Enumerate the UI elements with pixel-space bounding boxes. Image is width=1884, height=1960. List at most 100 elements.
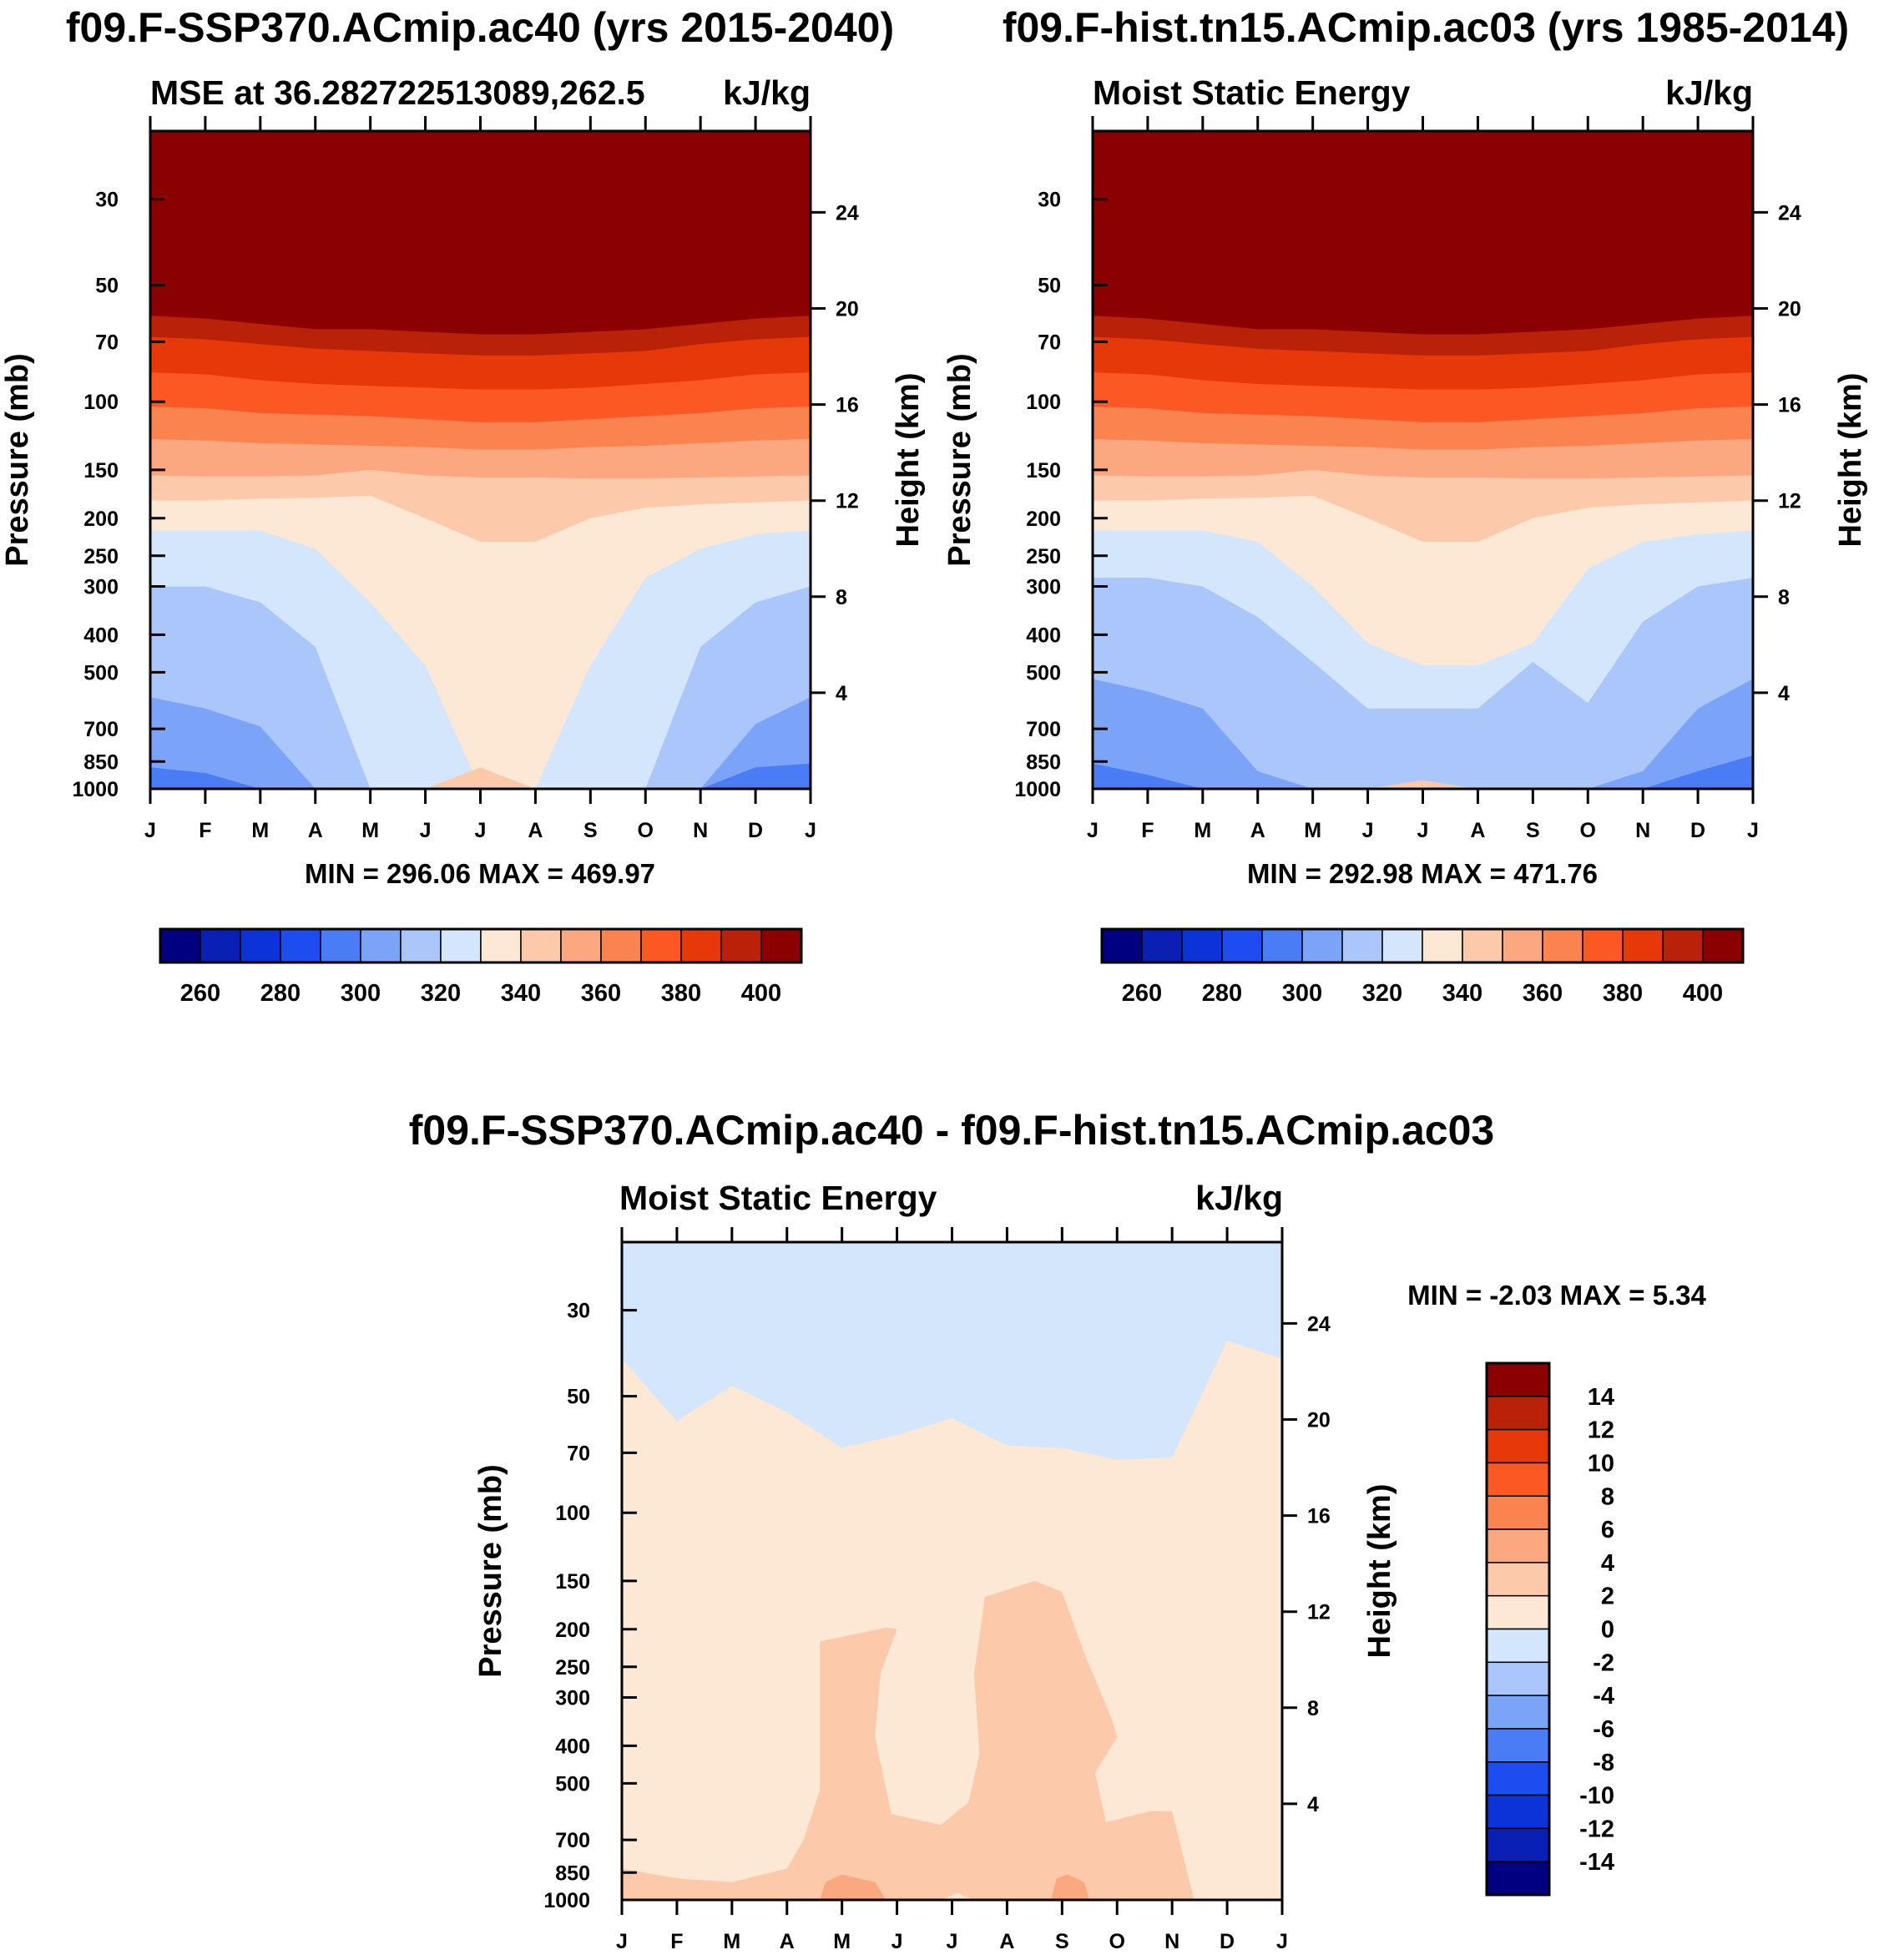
panel-right-units: kJ/kg	[1665, 73, 1753, 112]
height-tick-label: 4	[836, 682, 847, 705]
colorbar-box	[1221, 928, 1263, 963]
colorbar-label: 8	[1601, 1483, 1614, 1510]
panel-left-pressure-label: Pressure (mb)	[0, 353, 35, 567]
colorbar-frame	[1485, 1361, 1551, 1897]
colorbar-box	[720, 928, 762, 963]
colorbar-box	[240, 928, 281, 963]
x-tick-label: J	[1747, 819, 1759, 842]
colorbar-box	[1486, 1528, 1550, 1563]
colorbar-box	[1502, 928, 1543, 963]
colorbar-box	[1486, 1861, 1550, 1896]
x-tick-label: S	[1055, 1930, 1069, 1953]
colorbar-box	[1301, 928, 1343, 963]
colorbar-label: 380	[1603, 980, 1643, 1007]
y-tick-label: 300	[555, 1686, 590, 1710]
y-tick-label: 150	[83, 459, 119, 482]
colorbar-label: 280	[1202, 980, 1242, 1007]
colorbar-box	[480, 928, 522, 963]
colorbar-box	[680, 928, 722, 963]
x-tick-label: J	[947, 1930, 958, 1953]
colorbar-box	[1341, 928, 1383, 963]
y-tick-label: 200	[555, 1619, 590, 1642]
x-tick-label: F	[670, 1930, 683, 1953]
panel-right-pressure-label: Pressure (mb)	[942, 353, 977, 567]
panel-bottom-minmax: MIN = -2.03 MAX = 5.34	[1407, 1280, 1706, 1311]
colorbar-box	[1486, 1728, 1550, 1763]
x-tick-label: A	[1250, 819, 1265, 842]
colorbar-label: -8	[1593, 1750, 1614, 1776]
colorbar-box	[1462, 928, 1503, 963]
colorbar-label: 400	[1683, 980, 1723, 1007]
x-tick-label: O	[1580, 819, 1596, 842]
x-tick-label: A	[308, 819, 323, 842]
colorbar-box	[1582, 928, 1624, 963]
colorbar-label: 340	[501, 980, 541, 1007]
panel-bottom-contour-field	[622, 1242, 1282, 1900]
y-tick-label: 700	[1026, 718, 1061, 741]
panel-left-minmax: MIN = 296.06 MAX = 469.97	[305, 858, 655, 889]
colorbar-label: 0	[1601, 1617, 1614, 1644]
y-tick-label: 300	[83, 575, 119, 599]
x-tick-label: M	[1194, 819, 1211, 842]
contour-band	[622, 1580, 1195, 1900]
panel-bottom-subtitle: Moist Static Energy	[619, 1179, 937, 1217]
x-tick-label: D	[748, 819, 763, 842]
contour-band	[1255, 1874, 1282, 1900]
y-tick-label: 50	[567, 1386, 590, 1409]
height-tick-label: 16	[1778, 394, 1801, 417]
colorbar-box	[1622, 928, 1664, 963]
colorbar-label: 2	[1601, 1584, 1614, 1610]
colorbar-box	[360, 928, 402, 963]
height-tick-label: 24	[1778, 201, 1801, 225]
y-tick-label: 850	[555, 1861, 590, 1885]
contour-band	[1051, 1874, 1090, 1900]
x-tick-label: J	[891, 1930, 903, 1953]
x-tick-label: A	[780, 1930, 795, 1953]
panel-bottom-colorbar: 14 12 10 8 6 4 2 0 -2 -4 -6 -8 -10 -12 -14	[1485, 1361, 1614, 1897]
colorbar-label: -4	[1593, 1683, 1614, 1710]
panel-bottom-axes: J F M A M J J A S O N D J 30 50 70 100 150 200 250 300 400 500…	[543, 1227, 1331, 1953]
colorbar-box	[1486, 1462, 1550, 1497]
height-tick-label: 8	[836, 586, 847, 609]
y-tick-label: 30	[1038, 189, 1061, 212]
colorbar-box	[1486, 1794, 1550, 1830]
colorbar-box	[520, 928, 562, 963]
x-tick-label: M	[723, 1930, 740, 1953]
x-tick-label: N	[1164, 1930, 1179, 1953]
panel-right-title: f09.F-hist.tn15.ACmip.ac03 (yrs 1985-201…	[1003, 4, 1849, 51]
y-tick-label: 100	[83, 391, 119, 414]
x-tick-label: N	[693, 819, 708, 842]
y-tick-label: 200	[83, 508, 119, 531]
colorbar-box	[1422, 928, 1463, 963]
height-tick-label: 12	[836, 490, 859, 513]
colorbar-frame	[159, 927, 803, 964]
panel-left-contour-field	[150, 131, 811, 789]
colorbar-box	[159, 928, 201, 963]
colorbar-box	[1381, 928, 1423, 963]
colorbar-box	[1486, 1428, 1550, 1464]
x-tick-label: O	[1109, 1930, 1125, 1953]
x-tick-label: J	[1417, 819, 1429, 842]
colorbar-label: 14	[1588, 1384, 1614, 1411]
x-tick-label: N	[1635, 819, 1650, 842]
colorbar-label: 340	[1442, 980, 1482, 1007]
y-tick-label: 700	[83, 718, 119, 741]
panel-right-colorbar: 260 280 300 320 340 360 380 400	[1100, 927, 1745, 1007]
colorbar-box	[1101, 928, 1143, 963]
contour-band	[622, 1242, 1282, 1460]
x-tick-label: J	[1276, 1930, 1288, 1953]
colorbar-box	[1141, 928, 1183, 963]
panel-left-colorbar: 260 280 300 320 340 360 380 400	[159, 927, 803, 1007]
panel-bottom-pressure-label: Pressure (mb)	[473, 1464, 508, 1678]
y-tick-label: 500	[83, 661, 119, 684]
y-tick-label: 250	[1026, 545, 1061, 568]
height-tick-label: 16	[836, 394, 859, 417]
colorbar-label: 300	[341, 980, 381, 1007]
x-tick-label: D	[1220, 1930, 1235, 1953]
height-tick-label: 8	[1778, 586, 1790, 609]
colorbar-box	[320, 928, 361, 963]
colorbar-label: -2	[1593, 1649, 1614, 1676]
colorbar-box	[1486, 1661, 1550, 1696]
colorbar-label: -14	[1579, 1849, 1614, 1876]
y-tick-label: 1000	[543, 1889, 590, 1912]
